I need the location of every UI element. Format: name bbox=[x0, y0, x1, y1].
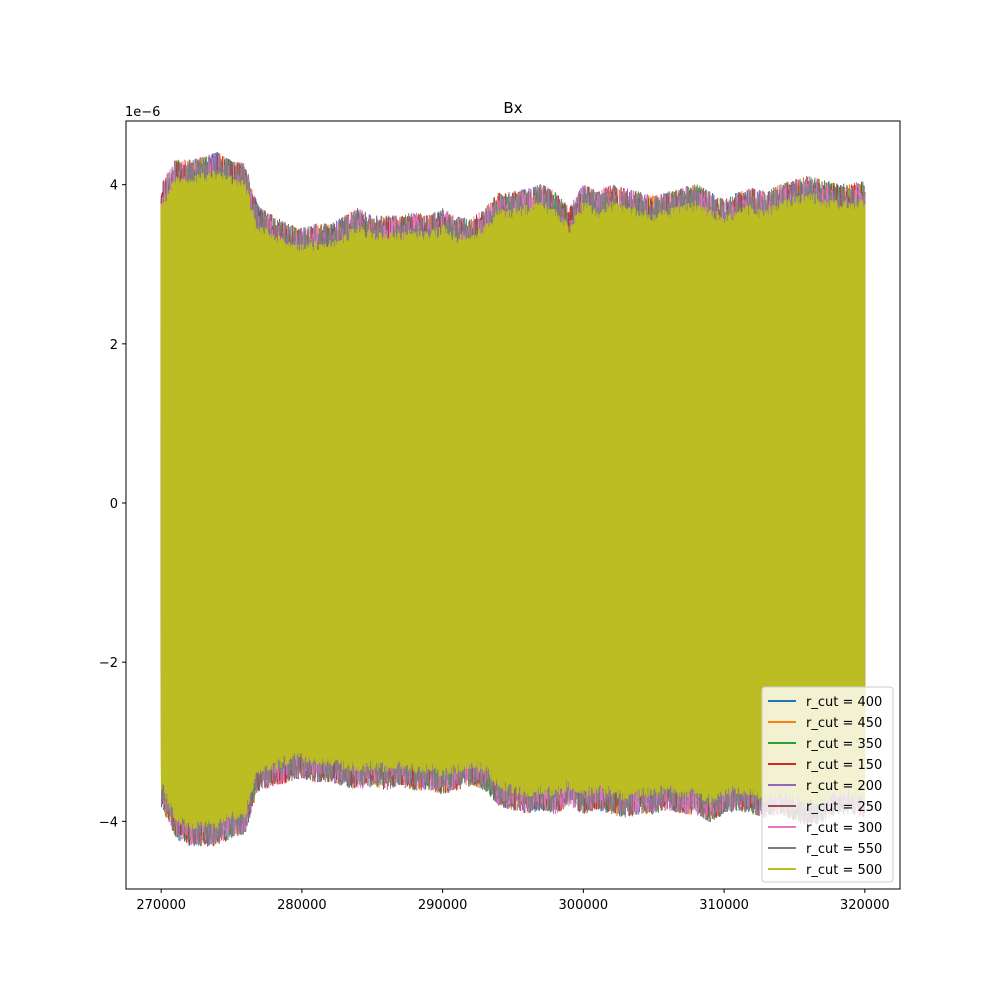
legend-label: r_cut = 200 bbox=[806, 779, 882, 794]
legend-label: r_cut = 500 bbox=[806, 863, 882, 878]
series-layer bbox=[160, 151, 866, 847]
axes-frame bbox=[125, 120, 901, 890]
y-tick-label: 0 bbox=[110, 497, 118, 512]
legend-label: r_cut = 550 bbox=[806, 842, 882, 857]
x-tick-label: 300000 bbox=[559, 898, 609, 913]
legend-label: r_cut = 450 bbox=[806, 716, 882, 731]
x-tick-label: 290000 bbox=[418, 898, 468, 913]
x-tick-label: 280000 bbox=[277, 898, 327, 913]
x-tick-label: 310000 bbox=[699, 898, 749, 913]
legend-label: r_cut = 250 bbox=[806, 800, 882, 815]
legend-label: r_cut = 150 bbox=[806, 758, 882, 773]
x-tick-label: 320000 bbox=[840, 898, 890, 913]
y-tick-label: 4 bbox=[110, 179, 118, 194]
x-tick-label: 270000 bbox=[136, 898, 186, 913]
legend-label: r_cut = 400 bbox=[806, 695, 882, 710]
y-offset-label: 1e−6 bbox=[125, 105, 160, 120]
legend-label: r_cut = 350 bbox=[806, 737, 882, 752]
series-body-fill bbox=[161, 204, 865, 794]
y-tick-label: −4 bbox=[99, 815, 118, 830]
legend-label: r_cut = 300 bbox=[806, 821, 882, 836]
y-tick-label: 2 bbox=[110, 338, 118, 353]
chart-title: Bx bbox=[503, 99, 522, 117]
y-tick-label: −2 bbox=[99, 656, 118, 671]
x-axis: 270000 280000 290000 300000 310000 320000 bbox=[136, 889, 890, 913]
legend: r_cut = 400 r_cut = 450 r_cut = 350 r_cut =… bbox=[761, 686, 894, 883]
legend-box bbox=[761, 686, 894, 883]
y-axis: 4 2 0 −2 −4 bbox=[99, 179, 126, 830]
